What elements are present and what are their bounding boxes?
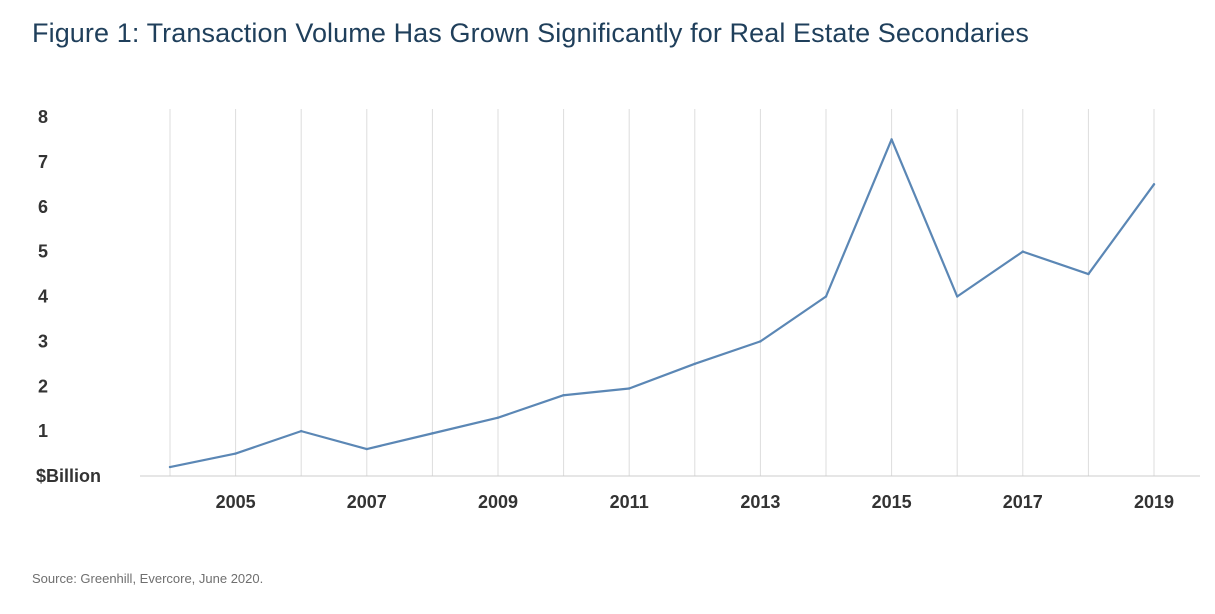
data-point-2008: [431, 432, 434, 435]
y-tick-label: 1: [38, 421, 48, 441]
y-axis-unit-label: $Billion: [36, 466, 101, 486]
chart-title: Figure 1: Transaction Volume Has Grown S…: [32, 18, 1029, 48]
x-tick-label: 2015: [872, 492, 912, 512]
data-point-2011: [628, 387, 631, 390]
x-axis-tick-labels: 2005 2007 2009 2011 2013 2015 2017 2019: [216, 492, 1174, 512]
data-point-2009: [496, 416, 500, 419]
data-point-2017: [1021, 250, 1024, 253]
series-group: [168, 138, 1156, 469]
x-tick-label: 2011: [610, 492, 649, 512]
x-tick-label: 2017: [1003, 492, 1043, 512]
x-tick-label: 2005: [216, 492, 256, 512]
data-point-2004: [168, 465, 172, 469]
series-line: [168, 138, 1156, 469]
y-tick-label: 4: [38, 287, 48, 307]
source-note: Source: Greenhill, Evercore, June 2020.: [32, 571, 264, 586]
y-tick-label: 7: [38, 152, 48, 172]
y-tick-label: 6: [38, 197, 48, 217]
data-point-2005: [234, 452, 237, 455]
x-tick-label: 2007: [347, 492, 387, 512]
y-tick-label: 5: [38, 242, 48, 262]
gridlines: [169, 109, 1155, 476]
x-tick-label: 2019: [1134, 492, 1174, 512]
x-tick-label: 2013: [740, 492, 780, 512]
data-point-2014: [824, 295, 828, 298]
data-point-2016: [956, 295, 959, 298]
y-tick-label: 2: [38, 376, 48, 396]
data-point-2018: [1087, 272, 1090, 276]
data-point-2007: [365, 447, 368, 451]
data-point-2019: [1152, 183, 1156, 186]
data-point-2012: [693, 362, 696, 366]
data-point-2010: [562, 394, 565, 397]
x-tick-label: 2009: [478, 492, 518, 512]
data-point-2015: [890, 138, 893, 141]
y-axis-tick-labels: $Billion 1 2 3 4 5 6 7 8: [36, 107, 101, 486]
data-point-2013: [759, 340, 762, 343]
y-tick-label: 8: [38, 107, 48, 127]
data-point-2006: [300, 429, 303, 433]
y-tick-label: 3: [38, 331, 48, 351]
